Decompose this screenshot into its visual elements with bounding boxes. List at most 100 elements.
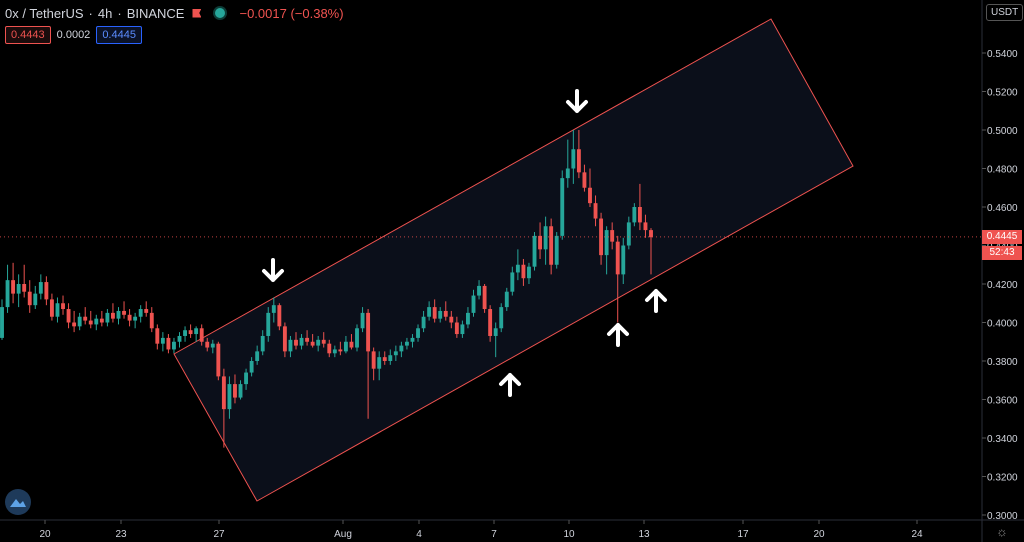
- candle-body: [571, 149, 576, 169]
- candle-body: [155, 328, 160, 344]
- x-tick-label: Aug: [334, 529, 352, 540]
- candle-body: [637, 207, 642, 223]
- y-tick-label: 0.4200: [987, 280, 1018, 291]
- candle-body: [11, 280, 16, 294]
- candle-body: [216, 343, 221, 377]
- candle-body: [310, 341, 315, 346]
- settings-gear-icon[interactable]: ☼: [996, 524, 1008, 539]
- candle-body: [321, 339, 326, 344]
- candle-body: [355, 328, 359, 348]
- y-tick-label: 0.4800: [987, 165, 1018, 176]
- candle-body: [33, 293, 38, 306]
- candle-body: [0, 307, 4, 338]
- market-status-icon: [215, 8, 226, 18]
- candle-body: [77, 316, 82, 327]
- candle-body: [410, 337, 415, 342]
- arrow-up-icon: [607, 323, 629, 347]
- candle-body: [94, 318, 99, 325]
- ask-price-box[interactable]: 0.4445: [96, 26, 142, 44]
- bid-price-box[interactable]: 0.4443: [5, 26, 51, 44]
- candle-body: [510, 272, 515, 292]
- candle-body: [477, 285, 481, 296]
- candle-body: [305, 337, 310, 342]
- candle-body: [27, 291, 32, 306]
- interval-label[interactable]: 4h: [97, 5, 113, 21]
- separator: ·: [88, 5, 93, 21]
- candle-body: [554, 235, 559, 265]
- candle-body: [527, 266, 531, 279]
- last-price-label: 0.4445: [982, 230, 1022, 244]
- candle-body: [499, 307, 504, 329]
- price-change: −0.0017 (−0.38%): [239, 5, 344, 21]
- arrow-up-icon: [645, 289, 667, 313]
- candle-body: [249, 361, 254, 373]
- candle-body: [227, 384, 232, 410]
- x-tick-label: 23: [115, 529, 127, 540]
- x-tick-label: 27: [213, 529, 225, 540]
- candle-body: [210, 343, 215, 348]
- arrow-down-icon: [566, 89, 588, 113]
- x-tick-label: 24: [911, 529, 923, 540]
- candle-body: [421, 316, 426, 329]
- candle-body: [588, 187, 592, 204]
- candle-body: [122, 310, 126, 315]
- candle-body: [49, 299, 54, 317]
- candle-body: [61, 303, 65, 310]
- tradingview-logo-icon[interactable]: [5, 489, 31, 515]
- candle-body: [604, 230, 609, 256]
- flag-icon[interactable]: [192, 8, 202, 18]
- candle-body: [521, 264, 526, 279]
- price-channel: [173, 18, 854, 502]
- candle-body: [149, 312, 154, 329]
- candle-body: [649, 230, 653, 238]
- candle-body: [105, 312, 110, 323]
- candle-body: [221, 376, 226, 410]
- currency-unit-button[interactable]: USDT: [986, 4, 1024, 21]
- candle-body: [388, 355, 393, 361]
- candle-body: [271, 305, 276, 313]
- candle-body: [466, 312, 470, 325]
- chart-header: 0x / TetherUS · 4h · BINANCE −0.0017 (−0…: [5, 4, 344, 22]
- candle-body: [549, 226, 554, 265]
- candle-body: [260, 335, 265, 352]
- y-tick-label: 0.4000: [987, 319, 1018, 330]
- candle-body: [44, 282, 49, 300]
- candle-body: [532, 235, 537, 267]
- candle-body: [316, 339, 321, 346]
- candle-body: [371, 351, 376, 369]
- candle-body: [110, 312, 115, 319]
- candle-body: [460, 324, 465, 335]
- candle-body: [493, 328, 498, 336]
- candle-body: [377, 357, 382, 369]
- candle-body: [172, 341, 176, 350]
- candle-body: [360, 312, 365, 329]
- candle-body: [449, 316, 454, 323]
- candle-body: [138, 309, 143, 317]
- y-tick-label: 0.3000: [987, 511, 1018, 522]
- y-tick-label: 0.3600: [987, 396, 1018, 407]
- y-tick-label: 0.5400: [987, 49, 1018, 60]
- arrow-down-icon: [262, 258, 284, 282]
- candle-body: [438, 310, 443, 319]
- y-tick-label: 0.5200: [987, 88, 1018, 99]
- candle-body: [504, 291, 509, 308]
- candle-body: [144, 309, 149, 313]
- candle-body: [427, 307, 432, 317]
- candle-body: [349, 341, 354, 348]
- symbol-name[interactable]: 0x / TetherUS: [5, 5, 84, 21]
- candle-body: [454, 322, 459, 335]
- candle-body: [482, 285, 487, 310]
- candle-body: [593, 203, 598, 219]
- candle-body: [88, 320, 93, 325]
- candle-body: [288, 339, 293, 352]
- candle-body: [66, 309, 71, 323]
- candle-body: [626, 222, 631, 246]
- candle-body: [72, 322, 77, 327]
- candle-body: [133, 316, 138, 321]
- candle-body: [538, 235, 543, 250]
- candle-body: [615, 241, 620, 275]
- candle-body: [5, 280, 10, 308]
- candle-body: [515, 264, 520, 273]
- x-tick-label: 7: [491, 529, 497, 540]
